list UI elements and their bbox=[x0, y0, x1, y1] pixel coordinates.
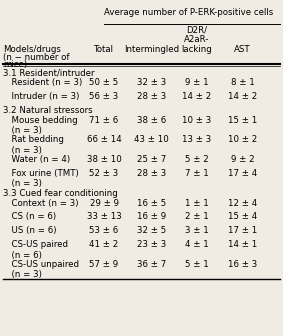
Text: Intermingled: Intermingled bbox=[124, 45, 179, 54]
Text: 71 ± 6: 71 ± 6 bbox=[89, 116, 119, 125]
Text: 10 ± 2: 10 ± 2 bbox=[228, 135, 257, 144]
Text: 2 ± 1: 2 ± 1 bbox=[185, 212, 209, 221]
Text: CS (n = 6): CS (n = 6) bbox=[6, 212, 56, 221]
Text: 38 ± 10: 38 ± 10 bbox=[87, 155, 121, 164]
Text: 16 ± 9: 16 ± 9 bbox=[137, 212, 166, 221]
Text: 17 ± 1: 17 ± 1 bbox=[228, 226, 257, 235]
Text: 25 ± 7: 25 ± 7 bbox=[137, 155, 166, 164]
Text: 15 ± 1: 15 ± 1 bbox=[228, 116, 257, 125]
Text: 1 ± 1: 1 ± 1 bbox=[185, 199, 209, 208]
Text: 3.3 Cued fear conditioning: 3.3 Cued fear conditioning bbox=[3, 189, 117, 198]
Text: 16 ± 3: 16 ± 3 bbox=[228, 260, 257, 269]
Text: 29 ± 9: 29 ± 9 bbox=[89, 199, 119, 208]
Text: 28 ± 3: 28 ± 3 bbox=[137, 92, 166, 101]
Text: 10 ± 3: 10 ± 3 bbox=[182, 116, 212, 125]
Text: 52 ± 3: 52 ± 3 bbox=[89, 169, 119, 178]
Text: 14 ± 2: 14 ± 2 bbox=[182, 92, 212, 101]
Text: Context (n = 3): Context (n = 3) bbox=[6, 199, 78, 208]
Text: US (n = 6): US (n = 6) bbox=[6, 226, 56, 235]
Text: Mouse bedding
  (n = 3): Mouse bedding (n = 3) bbox=[6, 116, 77, 135]
Text: 38 ± 6: 38 ± 6 bbox=[137, 116, 166, 125]
Text: 12 ± 4: 12 ± 4 bbox=[228, 199, 257, 208]
Text: AST: AST bbox=[234, 45, 251, 54]
Text: Models/drugs: Models/drugs bbox=[3, 45, 61, 54]
Text: 41 ± 2: 41 ± 2 bbox=[89, 240, 119, 249]
Text: Resident (n = 3): Resident (n = 3) bbox=[6, 78, 82, 87]
Text: 14 ± 2: 14 ± 2 bbox=[228, 92, 257, 101]
Text: 9 ± 1: 9 ± 1 bbox=[185, 78, 209, 87]
Text: 5 ± 2: 5 ± 2 bbox=[185, 155, 209, 164]
Text: 5 ± 1: 5 ± 1 bbox=[185, 260, 209, 269]
Text: 17 ± 4: 17 ± 4 bbox=[228, 169, 257, 178]
Text: 3.2 Natural stressors: 3.2 Natural stressors bbox=[3, 106, 93, 115]
Text: 23 ± 3: 23 ± 3 bbox=[137, 240, 166, 249]
Text: 43 ± 10: 43 ± 10 bbox=[134, 135, 169, 144]
Text: 53 ± 6: 53 ± 6 bbox=[89, 226, 119, 235]
Text: Intruder (n = 3): Intruder (n = 3) bbox=[6, 92, 79, 101]
Text: D2R/: D2R/ bbox=[186, 25, 207, 34]
Text: (n − number of: (n − number of bbox=[3, 53, 69, 62]
Text: Average number of P-ERK-positive cells: Average number of P-ERK-positive cells bbox=[104, 8, 273, 17]
Text: Fox urine (TMT)
  (n = 3): Fox urine (TMT) (n = 3) bbox=[6, 169, 78, 188]
Text: 7 ± 1: 7 ± 1 bbox=[185, 169, 209, 178]
Text: 57 ± 9: 57 ± 9 bbox=[89, 260, 119, 269]
Text: 9 ± 2: 9 ± 2 bbox=[231, 155, 254, 164]
Text: 16 ± 5: 16 ± 5 bbox=[137, 199, 166, 208]
Text: CS-US paired
  (n = 6): CS-US paired (n = 6) bbox=[6, 240, 68, 259]
Text: 56 ± 3: 56 ± 3 bbox=[89, 92, 119, 101]
Text: Water (n = 4): Water (n = 4) bbox=[6, 155, 70, 164]
Text: 15 ± 4: 15 ± 4 bbox=[228, 212, 257, 221]
Text: 14 ± 1: 14 ± 1 bbox=[228, 240, 257, 249]
Text: Rat bedding
  (n = 3): Rat bedding (n = 3) bbox=[6, 135, 63, 155]
Text: 33 ± 13: 33 ± 13 bbox=[87, 212, 121, 221]
Text: CS-US unpaired
  (n = 3): CS-US unpaired (n = 3) bbox=[6, 260, 79, 279]
Text: 32 ± 5: 32 ± 5 bbox=[137, 226, 166, 235]
Text: mice): mice) bbox=[3, 60, 27, 69]
Text: 36 ± 7: 36 ± 7 bbox=[137, 260, 166, 269]
Text: 28 ± 3: 28 ± 3 bbox=[137, 169, 166, 178]
Text: A2aR-: A2aR- bbox=[184, 35, 210, 44]
Text: 13 ± 3: 13 ± 3 bbox=[182, 135, 212, 144]
Text: 3 ± 1: 3 ± 1 bbox=[185, 226, 209, 235]
Text: Total: Total bbox=[94, 45, 114, 54]
Text: 3.1 Resident/intruder: 3.1 Resident/intruder bbox=[3, 68, 94, 77]
Text: 4 ± 1: 4 ± 1 bbox=[185, 240, 209, 249]
Text: lacking: lacking bbox=[182, 45, 212, 54]
Text: 8 ± 1: 8 ± 1 bbox=[231, 78, 255, 87]
Text: 50 ± 5: 50 ± 5 bbox=[89, 78, 119, 87]
Text: 32 ± 3: 32 ± 3 bbox=[137, 78, 166, 87]
Text: 66 ± 14: 66 ± 14 bbox=[87, 135, 121, 144]
